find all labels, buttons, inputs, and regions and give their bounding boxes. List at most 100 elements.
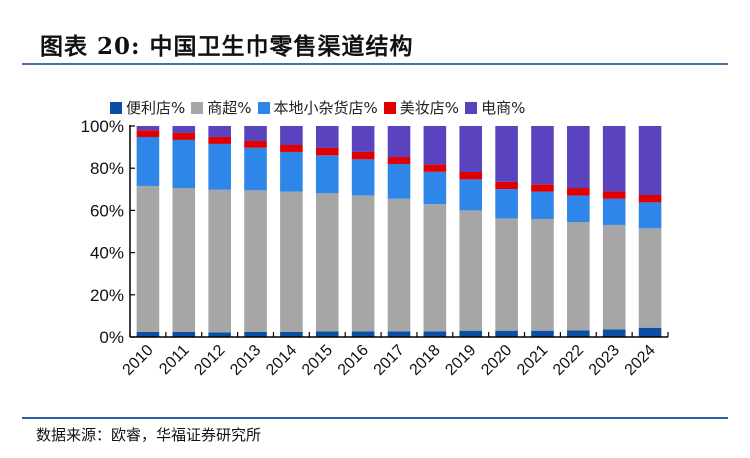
legend-swatch (465, 101, 478, 114)
bar-segment-2018-4 (423, 126, 447, 165)
x-tick-label: 2012 (191, 342, 228, 379)
bar-segment-2019-3 (459, 171, 483, 180)
bar-segment-2018-0 (423, 331, 447, 337)
bar-segment-2014-4 (280, 126, 303, 145)
bar-segment-2015-1 (315, 193, 339, 332)
x-tick-label: 2010 (120, 342, 157, 379)
x-tick-label: 2011 (156, 342, 192, 378)
x-tick-label: 2017 (371, 342, 408, 379)
x-tick-label: 2013 (227, 342, 264, 379)
bar-segment-2022-3 (567, 188, 590, 196)
bar-segment-2011-4 (172, 126, 196, 133)
bar-segment-2017-0 (387, 331, 411, 337)
bar-group (136, 126, 662, 337)
bar-segment-2016-2 (351, 159, 375, 196)
x-tick-label: 2023 (586, 342, 623, 379)
bar-segment-2014-3 (280, 144, 303, 152)
x-tick-label: 2019 (442, 342, 479, 379)
chart-legend: 便利店% 商超% 本地小杂货店% 美妆店% 电商% (110, 97, 531, 118)
bar-segment-2016-1 (351, 195, 375, 332)
bar-segment-2013-2 (244, 147, 267, 191)
bar-segment-2023-1 (602, 224, 626, 330)
bar-segment-2023-0 (602, 329, 626, 337)
legend-label: 商超% (207, 99, 252, 117)
title-divider (22, 63, 728, 65)
figure-title: 图表 20: 中国卫生巾零售渠道结构 (40, 33, 414, 60)
legend-swatch (383, 101, 396, 114)
bar-segment-2018-1 (423, 204, 447, 332)
bar-segment-2017-2 (387, 163, 411, 199)
bar-segment-2010-2 (136, 136, 160, 186)
legend-item-beauty-store: 美妆店% (383, 97, 460, 118)
bar-segment-2018-2 (423, 171, 447, 205)
legend-item-local-grocery: 本地小杂货店% (257, 97, 378, 118)
bar-segment-2021-4 (531, 126, 554, 185)
bar-segment-2017-3 (387, 157, 411, 164)
bar-segment-2020-2 (495, 189, 518, 219)
bar-segment-2010-3 (136, 130, 160, 137)
bar-segment-2017-1 (387, 198, 411, 332)
bar-segment-2015-0 (315, 331, 339, 337)
y-tick-label: 100% (81, 117, 124, 136)
x-tick-label: 2015 (299, 342, 336, 379)
x-tick-label: 2022 (550, 342, 587, 379)
y-tick-label: 0% (99, 328, 124, 347)
bar-segment-2015-2 (315, 155, 339, 194)
bar-segment-2022-2 (567, 195, 590, 223)
bar-segment-2013-0 (244, 331, 267, 337)
bar-segment-2016-4 (351, 126, 375, 152)
bar-segment-2019-2 (459, 179, 483, 211)
bar-segment-2012-4 (208, 126, 231, 137)
bar-segment-2013-4 (244, 126, 267, 141)
bar-segment-2022-4 (567, 126, 590, 189)
bar-segment-2019-0 (459, 330, 483, 337)
bar-segment-2019-4 (459, 126, 483, 172)
legend-swatch (191, 101, 204, 114)
bar-segment-2012-1 (208, 189, 231, 333)
x-tick-label: 2024 (622, 342, 659, 379)
bar-segment-2013-3 (244, 140, 267, 148)
axes (129, 125, 669, 338)
y-tick-label: 60% (90, 201, 124, 220)
legend-item-ecommerce: 电商% (465, 97, 525, 118)
bar-segment-2015-3 (315, 147, 339, 156)
bar-segment-2014-2 (280, 151, 303, 192)
y-tick-labels: 0% 20% 40% 60% 80% 100% (81, 117, 124, 347)
bar-segment-2014-0 (280, 331, 303, 337)
bar-segment-2016-0 (351, 331, 375, 337)
bar-segment-2013-1 (244, 190, 267, 332)
bar-segment-2021-3 (531, 184, 554, 192)
bar-segment-2011-0 (172, 331, 196, 337)
source-divider (22, 417, 728, 419)
bar-segment-2014-1 (280, 191, 303, 332)
bar-segment-2012-0 (208, 332, 231, 337)
bar-segment-2021-2 (531, 191, 554, 220)
bar-segment-2023-4 (602, 126, 626, 192)
bar-segment-2020-4 (495, 126, 518, 182)
bar-segment-2018-3 (423, 164, 447, 172)
x-tick-label: 2020 (478, 342, 515, 379)
legend-item-convenience: 便利店% (110, 97, 185, 118)
legend-label: 美妆店% (399, 99, 460, 117)
bar-segment-2023-3 (602, 191, 626, 199)
bar-segment-2019-1 (459, 210, 483, 331)
bar-segment-2021-1 (531, 219, 554, 331)
bar-segment-2010-1 (136, 185, 160, 332)
bar-segment-2024-3 (638, 194, 662, 203)
bar-segment-2024-0 (638, 327, 662, 337)
bar-segment-2022-0 (567, 330, 590, 337)
x-tick-label: 2014 (263, 342, 300, 379)
y-tick-label: 80% (90, 159, 124, 178)
bar-segment-2024-1 (638, 228, 662, 328)
x-tick-label: 2018 (407, 342, 444, 379)
legend-label: 电商% (481, 99, 526, 117)
source-note: 数据来源：欧睿，华福证券研究所 (36, 426, 262, 444)
y-tick-label: 20% (90, 286, 124, 305)
bar-segment-2010-0 (136, 331, 160, 337)
legend-swatch (257, 101, 270, 114)
bar-segment-2016-3 (351, 151, 375, 160)
legend-item-supermarket: 商超% (191, 97, 252, 118)
x-tick-labels: 2010 201120122013201420152016201720182019… (120, 342, 659, 379)
bar-segment-2017-4 (387, 126, 411, 158)
